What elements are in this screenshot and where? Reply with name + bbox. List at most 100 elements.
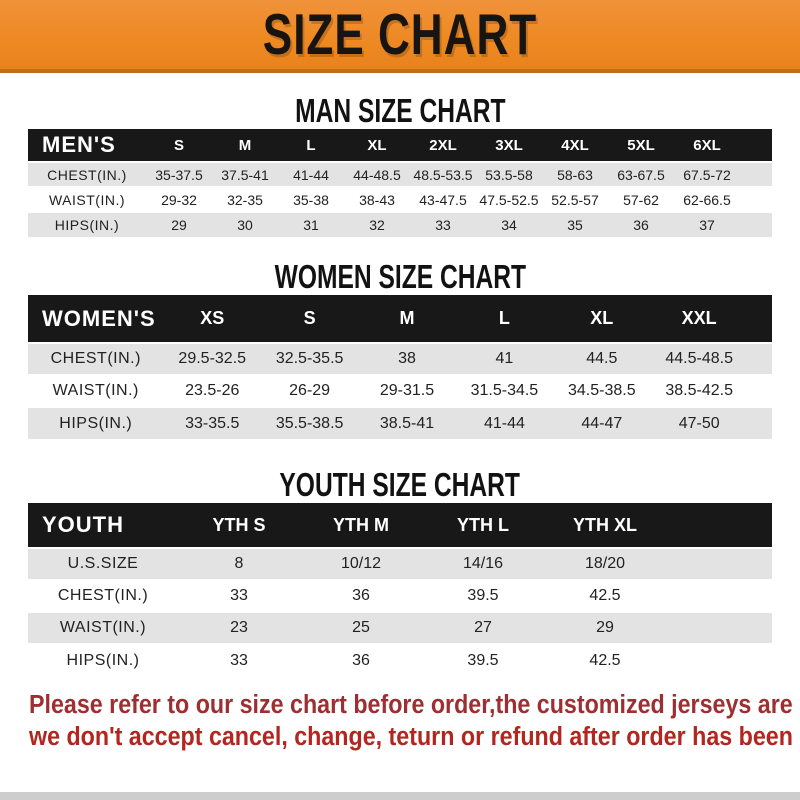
spacer-cell <box>740 211 772 237</box>
spacer-cell <box>740 161 772 187</box>
spacer-cell <box>748 295 772 343</box>
size-value-cell: 32 <box>344 211 410 237</box>
size-column-header: 5XL <box>627 136 655 154</box>
youth-header-row: YOUTH YTH S YTH M YTH L YTH XL <box>28 503 772 548</box>
measurement-row-label: HIPS(IN.) <box>28 643 178 676</box>
measurement-row: U.S.SIZE 8 10/12 14/16 18/20 <box>28 547 772 580</box>
disclaimer-line-2: we don't accept cancel, change, teturn o… <box>29 722 800 752</box>
size-value-cell: 37.5-41 <box>212 161 278 187</box>
measurement-row-label: CHEST(IN.) <box>28 579 178 612</box>
size-value-cell: 38.5-41 <box>358 406 456 439</box>
youth-size-table: YOUTH YTH S YTH M YTH L YTH XL U.S.SIZE 8 10/1… <box>28 503 772 676</box>
measurement-row: WAIST(IN.) 23.5-26 26-29 29-31.5 31.5-34.5 34… <box>28 374 772 407</box>
measurement-row-label: HIPS(IN.) <box>28 406 164 439</box>
spacer-cell <box>740 186 772 212</box>
size-value-cell: 33 <box>178 643 300 676</box>
size-value-cell: 29-32 <box>146 186 212 212</box>
size-value-cell: 32.5-35.5 <box>260 342 359 375</box>
size-value-cell: 52.5-57 <box>542 186 608 212</box>
size-value-cell: 37 <box>674 211 740 237</box>
disclaimer-note: Please refer to our size chart before or… <box>0 689 800 753</box>
size-value-cell: 31 <box>278 211 344 237</box>
youth-section-title: YOUTH SIZE CHART <box>0 467 800 504</box>
size-column-header: M <box>238 136 252 154</box>
size-column-header: 3XL <box>495 136 523 154</box>
size-value-cell: 41 <box>455 342 554 375</box>
size-value-cell: 36 <box>300 643 422 676</box>
bottom-edge-strip <box>0 792 800 800</box>
size-column-header: M <box>399 308 415 328</box>
size-value-cell: 26-29 <box>260 374 359 407</box>
spacer-cell <box>747 342 772 375</box>
size-value-cell: 57-62 <box>608 186 674 212</box>
spacer-cell <box>666 547 772 580</box>
spacer-cell <box>747 374 772 407</box>
size-column-header: XS <box>200 308 225 328</box>
size-column-header: L <box>306 136 316 154</box>
measurement-row: CHEST(IN.) 33 36 39.5 42.5 <box>28 579 772 612</box>
women-section-title-text: WOMEN SIZE CHART <box>274 258 526 296</box>
size-value-cell: 35 <box>542 211 608 237</box>
size-value-cell: 41-44 <box>278 161 344 187</box>
man-section-title: MAN SIZE CHART <box>0 93 800 130</box>
size-value-cell: 44.5-48.5 <box>650 342 748 375</box>
measurement-row-label: CHEST(IN.) <box>28 161 146 187</box>
size-value-cell: 27 <box>422 611 544 644</box>
size-value-cell: 29 <box>146 211 212 237</box>
size-value-cell: 35-38 <box>278 186 344 212</box>
size-value-cell: 39.5 <box>422 579 544 612</box>
size-value-cell: 34.5-38.5 <box>553 374 651 407</box>
size-column-header: YTH XL <box>572 514 637 535</box>
size-value-cell: 35-37.5 <box>146 161 212 187</box>
size-value-cell: 41-44 <box>455 406 554 439</box>
size-value-cell: 36 <box>300 579 422 612</box>
size-value-cell: 23.5-26 <box>163 374 261 407</box>
size-column-header: YTH S <box>212 514 266 535</box>
size-value-cell: 63-67.5 <box>608 161 674 187</box>
women-section-title: WOMEN SIZE CHART <box>0 258 800 296</box>
measurement-row: HIPS(IN.) 33 36 39.5 42.5 <box>28 643 772 676</box>
size-value-cell: 38-43 <box>344 186 410 212</box>
size-value-cell: 36 <box>608 211 674 237</box>
size-value-cell: 44.5 <box>553 342 651 375</box>
size-column-header: YTH M <box>333 514 389 535</box>
measurement-row-label: WAIST(IN.) <box>28 611 178 644</box>
measurement-row-label: WAIST(IN.) <box>28 186 146 212</box>
women-header-row: WOMEN'S XS S M L XL XXL <box>28 295 772 343</box>
table-corner-label: WOMEN'S <box>42 305 156 331</box>
measurement-row-label: CHEST(IN.) <box>28 342 164 375</box>
size-value-cell: 32-35 <box>212 186 278 212</box>
size-column-header: XL <box>367 136 387 154</box>
size-column-header: S <box>303 308 316 328</box>
spacer-cell <box>666 643 772 676</box>
disclaimer-line-1: Please refer to our size chart before or… <box>29 690 800 720</box>
size-value-cell: 53.5-58 <box>476 161 542 187</box>
size-value-cell: 8 <box>178 547 300 580</box>
size-column-header: L <box>498 308 510 328</box>
size-value-cell: 14/16 <box>422 547 544 580</box>
measurement-row: CHEST(IN.) 35-37.5 37.5-41 41-44 44-48.5 48.5… <box>28 161 772 187</box>
size-column-header: 6XL <box>693 136 721 154</box>
women-size-table: WOMEN'S XS S M L XL XXL CHEST(IN.) 29.5-32.5 32.… <box>28 295 772 439</box>
spacer-cell <box>740 129 772 162</box>
size-value-cell: 38.5-42.5 <box>650 374 748 407</box>
size-value-cell: 10/12 <box>300 547 422 580</box>
spacer-cell <box>666 503 772 548</box>
size-value-cell: 29.5-32.5 <box>163 342 261 375</box>
spacer-cell <box>666 579 772 612</box>
size-column-header: 4XL <box>561 136 589 154</box>
size-value-cell: 42.5 <box>544 579 666 612</box>
measurement-row: WAIST(IN.) 23 25 27 29 <box>28 611 772 644</box>
size-value-cell: 42.5 <box>544 643 666 676</box>
size-value-cell: 47.5-52.5 <box>476 186 542 212</box>
size-value-cell: 58-63 <box>542 161 608 187</box>
size-value-cell: 35.5-38.5 <box>260 406 359 439</box>
size-value-cell: 43-47.5 <box>410 186 476 212</box>
measurement-row-label: U.S.SIZE <box>28 547 178 580</box>
size-value-cell: 48.5-53.5 <box>410 161 476 187</box>
size-value-cell: 30 <box>212 211 278 237</box>
size-value-cell: 67.5-72 <box>674 161 740 187</box>
size-value-cell: 18/20 <box>544 547 666 580</box>
size-value-cell: 29-31.5 <box>358 374 456 407</box>
